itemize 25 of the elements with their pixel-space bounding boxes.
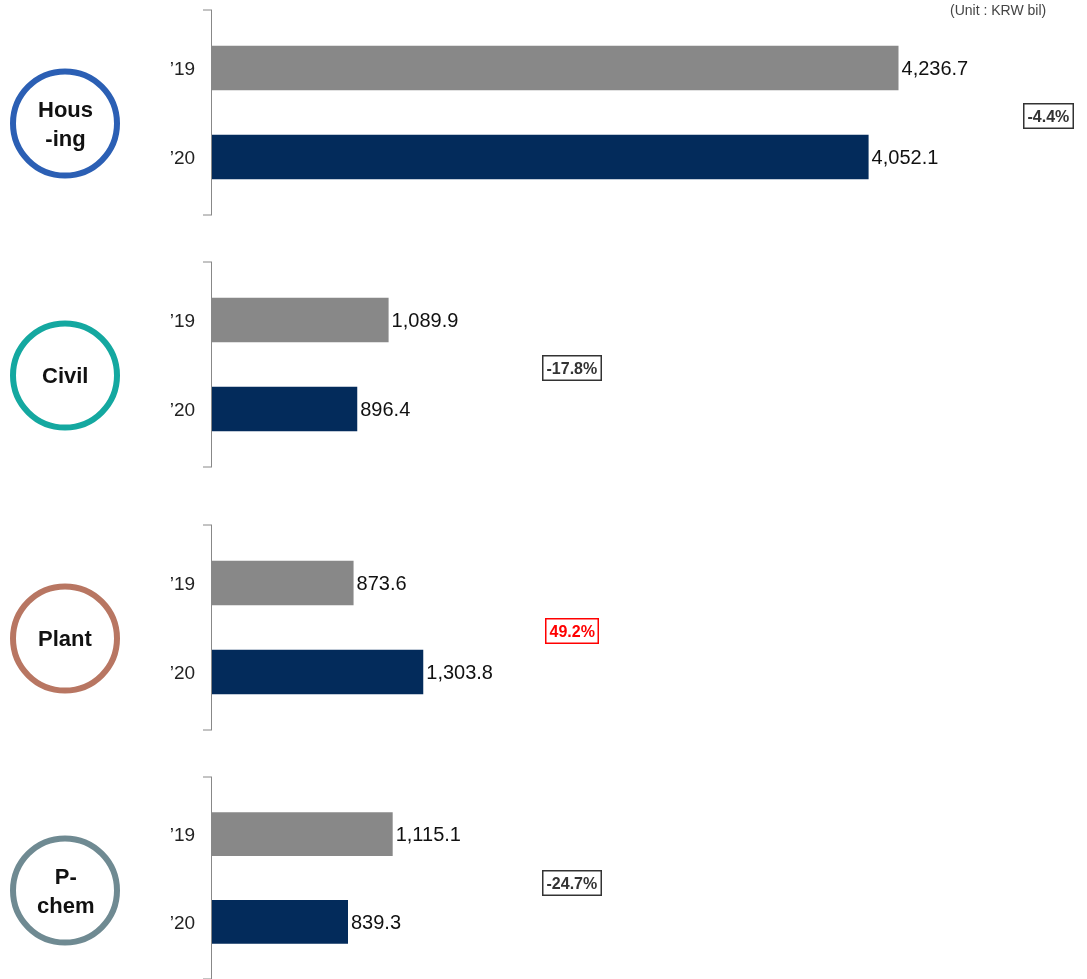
y-tick-label: ’19 — [169, 572, 196, 594]
data-label: 4,236.7 — [901, 56, 969, 79]
data-label: 896.4 — [360, 398, 411, 421]
data-label: 1,089.9 — [391, 308, 459, 331]
y-tick-label: ’20 — [169, 911, 196, 933]
text: P- chem — [37, 864, 95, 918]
data-label: 1,115.1 — [395, 823, 461, 846]
y-tick-label: ’20 — [169, 398, 196, 420]
data-label: 873.6 — [356, 571, 407, 594]
y-tick-label: ’19 — [169, 823, 196, 845]
y-tick-label: ’19 — [169, 309, 196, 331]
annotation: 49.2% — [549, 622, 595, 640]
text: Plant — [38, 626, 93, 651]
data-label: 4,052.1 — [871, 146, 939, 169]
y-tick-label: ’20 — [169, 146, 196, 168]
text: Hous -ing — [38, 97, 93, 151]
data-label: 1,303.8 — [426, 661, 493, 684]
data-label: 839.3 — [351, 910, 402, 933]
annotation: (Unit : KRW bil) — [950, 2, 1047, 18]
annotation: -4.4% — [1027, 107, 1070, 125]
y-tick-label: ’19 — [169, 57, 196, 79]
y-tick-label: ’20 — [169, 661, 196, 683]
annotation: -17.8% — [546, 359, 598, 377]
text: Civil — [42, 363, 89, 388]
annotation: -24.7% — [546, 874, 598, 892]
